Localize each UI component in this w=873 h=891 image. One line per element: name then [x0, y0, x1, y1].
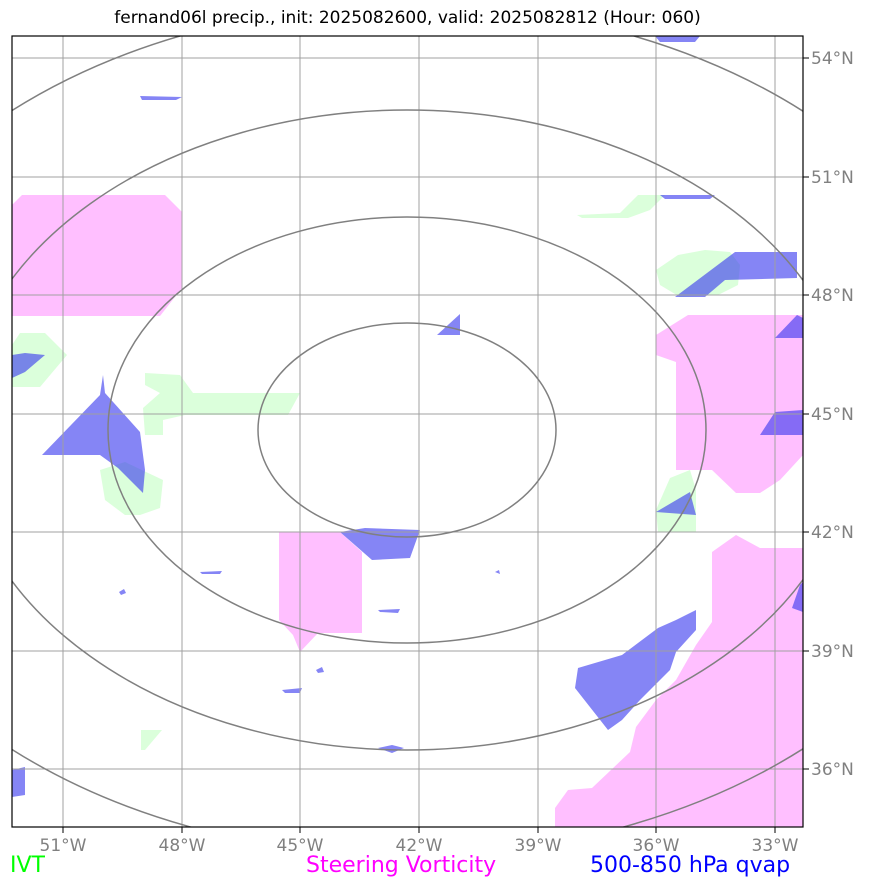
qvap-region-east-upper — [775, 315, 803, 338]
lon-label-45w: 45°W — [277, 836, 324, 856]
lon-label-51w: 51°W — [40, 836, 87, 856]
lat-label-36n: 36°N — [811, 760, 854, 780]
lon-label-48w: 48°W — [159, 836, 206, 856]
lon-label-33w: 33°W — [752, 836, 799, 856]
qvap-region-blip-1 — [119, 589, 126, 595]
lat-label-42n: 42°N — [811, 523, 854, 543]
qvap-region-west-main — [42, 375, 145, 493]
qvap-region-blip-8 — [495, 570, 500, 574]
distance-rings — [12, 36, 803, 827]
qvap-region-blip-6 — [378, 745, 404, 753]
qvap-region-blip-7 — [12, 767, 25, 797]
qvap-region-blip-5 — [316, 667, 324, 673]
qvap-region-southeast-edge — [792, 582, 803, 612]
legend-steering-vorticity: Steering Vorticity — [306, 853, 497, 878]
lat-label-48n: 48°N — [811, 286, 854, 306]
lat-label-45n: 45°N — [811, 405, 854, 425]
qvap-region-blip-2 — [200, 571, 222, 574]
legend-ivt: IVT — [10, 853, 45, 878]
lon-label-39w: 39°W — [515, 836, 562, 856]
lat-label-54n: 54°N — [811, 49, 854, 69]
qvap-region-blip-4 — [282, 688, 302, 693]
map-plot-area — [12, 36, 803, 827]
distance-ring-2 — [107, 216, 707, 644]
qvap-region-west-edge — [12, 353, 45, 378]
qvap-region-blip-3 — [378, 609, 400, 613]
qvap-region-south-main — [575, 610, 696, 730]
ivt-region-northeast-streak — [577, 195, 665, 218]
qvap-region-north-edge — [655, 36, 700, 42]
plot-frame — [11, 35, 804, 828]
lon-label-42w: 42°W — [396, 836, 443, 856]
qvap-region-center-south — [340, 528, 420, 560]
longitude-labels: 51°W 48°W 45°W 42°W 39°W 36°W 33°W — [40, 836, 799, 856]
qvap-region-east-mid — [735, 410, 803, 435]
qvap-region-northeast-dash — [660, 195, 715, 199]
ivt-region-west — [12, 333, 67, 387]
qvap-region-northeast-wedge — [675, 252, 797, 297]
lat-label-51n: 51°N — [811, 168, 854, 188]
ivt-region-northeast — [656, 250, 740, 297]
qvap-region-center-north — [437, 314, 460, 335]
qvap-layer — [12, 36, 803, 797]
distance-ring-3 — [12, 109, 803, 751]
graticule — [12, 36, 803, 827]
map-title: fernand06l precip., init: 2025082600, va… — [114, 8, 701, 28]
lon-label-36w: 36°W — [633, 836, 680, 856]
ivt-region-central-west — [143, 373, 300, 435]
vorticity-region-northwest — [12, 195, 182, 316]
ivt-region-south — [141, 730, 162, 750]
legend-qvap: 500-850 hPa qvap — [590, 853, 791, 878]
distance-ring-1 — [257, 322, 557, 538]
latitude-labels: 54°N 51°N 48°N 45°N 42°N 39°N 36°N — [811, 49, 854, 780]
vorticity-region-east — [656, 315, 803, 493]
tick-marks — [62, 57, 809, 833]
qvap-region-north-dash — [140, 96, 182, 100]
lat-label-39n: 39°N — [811, 642, 854, 662]
ivt-region-lower-west — [100, 462, 163, 515]
vorticity-region-southeast — [555, 535, 803, 827]
qvap-region-east-small — [656, 492, 696, 515]
